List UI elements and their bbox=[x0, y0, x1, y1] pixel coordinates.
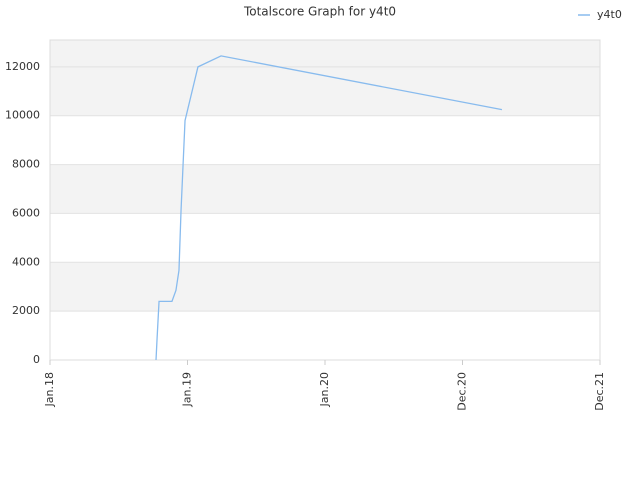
x-tick-label: Jan.18 bbox=[43, 372, 56, 407]
y-tick-label: 2000 bbox=[12, 304, 40, 317]
y-tick-label: 6000 bbox=[12, 206, 40, 219]
band bbox=[50, 213, 600, 263]
band bbox=[50, 40, 600, 67]
line bbox=[155, 55, 503, 361]
chart-title: Totalscore Graph for y4t0 bbox=[243, 5, 396, 19]
y-tick-label: 12000 bbox=[5, 60, 40, 73]
y-tick-label: 4000 bbox=[12, 255, 40, 268]
y-tick-label: 10000 bbox=[5, 109, 40, 122]
x-tick-label: Dec.20 bbox=[456, 372, 469, 411]
legend-label: y4t0 bbox=[597, 8, 622, 21]
plot-background bbox=[50, 40, 600, 360]
x-tick-label: Jan.20 bbox=[318, 372, 331, 407]
band bbox=[50, 66, 600, 116]
band bbox=[50, 164, 600, 214]
band bbox=[50, 262, 600, 312]
x-tick-label: Jan.19 bbox=[181, 372, 194, 407]
y-tick-label: 8000 bbox=[12, 158, 40, 171]
band bbox=[50, 115, 600, 165]
y-tick-label: 0 bbox=[33, 353, 40, 366]
band bbox=[50, 311, 600, 360]
x-tick-label: Dec.21 bbox=[593, 372, 606, 411]
